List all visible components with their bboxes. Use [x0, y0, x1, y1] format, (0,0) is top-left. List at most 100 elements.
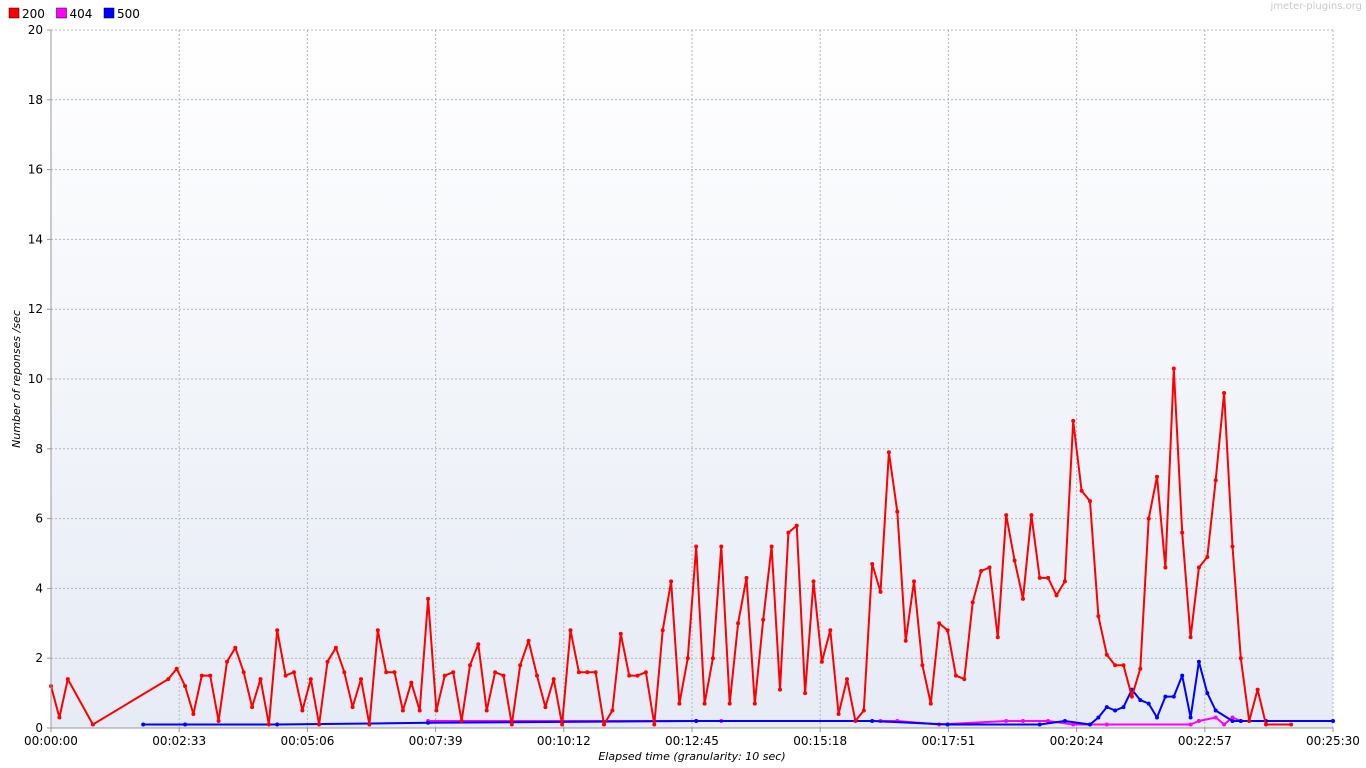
data-point — [853, 719, 858, 723]
data-point — [392, 670, 397, 675]
data-point — [618, 631, 623, 636]
gridlines — [51, 29, 1334, 728]
data-point — [1196, 565, 1201, 570]
data-point — [719, 544, 724, 549]
y-tick-label: 8 — [35, 442, 43, 456]
data-point — [953, 673, 958, 678]
x-tick-label: 00:25:30 — [1306, 734, 1360, 748]
data-point — [568, 628, 573, 633]
data-point — [1088, 499, 1092, 504]
data-point — [903, 638, 908, 643]
data-point — [342, 670, 347, 675]
data-point — [1138, 698, 1143, 703]
data-point — [1104, 722, 1109, 727]
data-point — [1180, 673, 1185, 678]
data-point — [878, 589, 883, 594]
x-tick-label: 00:05:06 — [280, 734, 334, 748]
data-point — [627, 673, 632, 678]
data-point — [660, 628, 665, 633]
data-point — [1079, 488, 1084, 493]
data-point — [1012, 558, 1017, 563]
data-point — [1289, 722, 1294, 727]
data-point — [610, 708, 615, 713]
data-point — [1247, 719, 1252, 723]
x-axis-title: Elapsed time (granularity: 10 sec) — [598, 750, 785, 763]
data-point — [1264, 722, 1268, 727]
data-point — [635, 673, 640, 678]
data-point — [643, 670, 648, 675]
data-point — [1331, 719, 1335, 723]
data-point — [1238, 719, 1243, 723]
legend-label-500: 500 — [117, 7, 140, 21]
data-point — [400, 708, 405, 713]
data-point — [736, 621, 741, 626]
data-point — [551, 677, 556, 682]
data-point — [1121, 705, 1126, 710]
data-point — [476, 642, 481, 647]
data-point — [1146, 516, 1151, 521]
data-point — [191, 712, 196, 716]
x-tick-label: 00:15:18 — [793, 734, 847, 748]
legend-swatch-500 — [103, 7, 115, 19]
data-point — [1196, 719, 1201, 723]
data-point — [417, 708, 422, 713]
data-point — [962, 677, 967, 682]
data-point — [518, 663, 523, 668]
data-point — [1021, 719, 1025, 723]
data-point — [1146, 701, 1151, 706]
x-tick-label: 00:20:24 — [1050, 734, 1104, 748]
y-tick-label: 2 — [35, 651, 43, 665]
data-point — [174, 666, 179, 671]
data-point — [409, 680, 414, 685]
y-tick-label: 4 — [35, 581, 43, 595]
data-point — [786, 530, 791, 535]
data-point — [1062, 719, 1067, 723]
data-point — [250, 705, 255, 710]
data-point — [811, 579, 816, 584]
data-point — [576, 670, 581, 675]
data-point — [1238, 656, 1243, 661]
data-point — [375, 628, 380, 633]
data-point — [778, 687, 782, 692]
data-point — [434, 708, 439, 713]
axes: 0 2 4 6 8 10 12 14 16 18 20 00:00:00 00:02:33 00:05:0… — [24, 23, 1360, 748]
data-point — [585, 670, 590, 675]
data-point — [870, 719, 875, 723]
data-point — [1071, 722, 1076, 727]
series-lines — [49, 366, 1335, 727]
data-point — [1113, 663, 1118, 668]
data-point — [233, 645, 238, 650]
data-point — [426, 596, 431, 601]
data-point — [275, 722, 280, 727]
legend-label-200: 200 — [22, 7, 45, 21]
data-point — [442, 673, 447, 678]
data-point — [761, 617, 766, 622]
data-point — [65, 677, 70, 682]
x-tick-label: 00:02:33 — [152, 734, 206, 748]
data-point — [677, 701, 682, 706]
data-point — [166, 677, 171, 682]
data-point — [1205, 691, 1210, 696]
data-point — [501, 673, 506, 678]
data-point — [593, 670, 598, 675]
data-point — [702, 701, 707, 706]
data-point — [1004, 719, 1009, 723]
data-point — [920, 663, 925, 668]
data-point — [266, 722, 271, 727]
data-point — [828, 628, 833, 633]
data-point — [1222, 722, 1227, 727]
legend-swatch-404 — [56, 7, 67, 19]
data-point — [283, 673, 288, 678]
data-point — [199, 673, 204, 678]
data-point — [1196, 659, 1201, 664]
data-point — [912, 579, 916, 584]
data-point — [1155, 715, 1159, 720]
data-point — [560, 722, 565, 727]
data-point — [451, 670, 456, 675]
data-point — [945, 628, 950, 633]
data-point — [1104, 652, 1109, 657]
data-point — [1054, 593, 1059, 598]
data-point — [1129, 694, 1134, 699]
